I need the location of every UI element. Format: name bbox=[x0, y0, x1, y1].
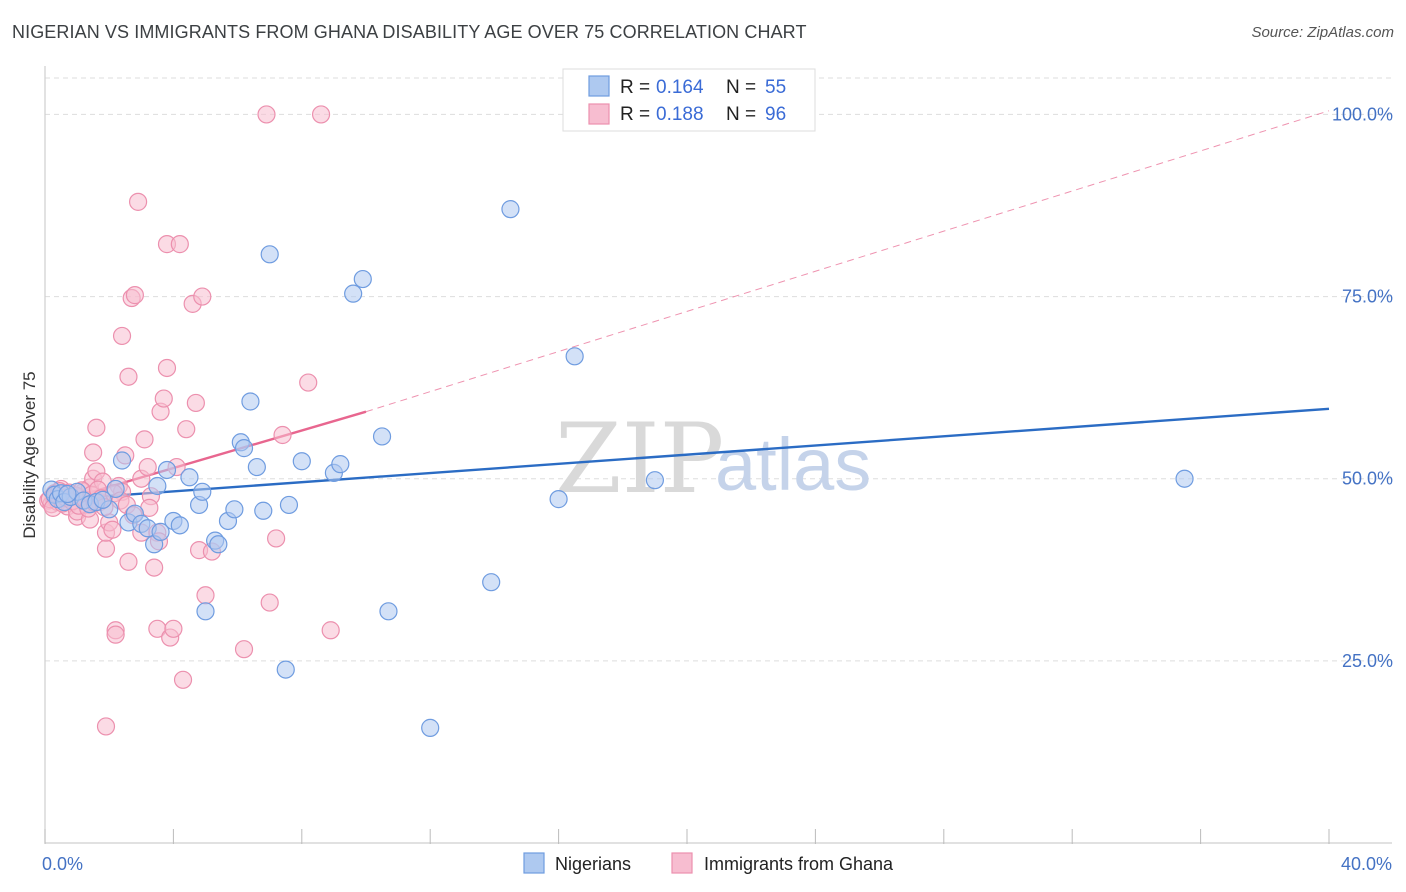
point-nigerians bbox=[151, 522, 170, 542]
bottom-legend-swatch-nigerians bbox=[523, 852, 545, 874]
x-tick-label-min: 0.0% bbox=[42, 854, 83, 874]
point-nigerians bbox=[372, 427, 392, 446]
grid-lines bbox=[45, 77, 1394, 662]
x-tick-label-max: 40.0% bbox=[1341, 854, 1392, 874]
watermark: ZIP atlas bbox=[555, 403, 871, 515]
point-ghana bbox=[234, 640, 254, 659]
point-nigerians bbox=[193, 482, 212, 501]
point-ghana bbox=[96, 717, 116, 736]
chart-title: NIGERIAN VS IMMIGRANTS FROM GHANA DISABI… bbox=[12, 22, 807, 42]
point-nigerians bbox=[112, 451, 132, 470]
point-ghana bbox=[106, 625, 125, 644]
legend-r-label-1: R = bbox=[620, 77, 650, 98]
y-tick-label: 50.0% bbox=[1342, 469, 1393, 489]
source-label: Source: ZipAtlas.com bbox=[1251, 24, 1394, 41]
legend: R = 0.164 N = 55 R = 0.188 N = 96 bbox=[562, 68, 816, 132]
point-nigerians bbox=[549, 490, 568, 509]
point-ghana bbox=[173, 670, 193, 689]
point-nigerians bbox=[501, 200, 520, 219]
point-ghana bbox=[112, 326, 132, 346]
point-nigerians bbox=[180, 468, 199, 487]
point-ghana bbox=[186, 393, 205, 413]
point-ghana bbox=[260, 593, 279, 612]
point-ghana bbox=[170, 235, 189, 254]
point-nigerians bbox=[344, 284, 363, 303]
point-nigerians bbox=[565, 347, 584, 366]
point-nigerians bbox=[196, 602, 215, 621]
point-nigerians bbox=[292, 452, 311, 471]
point-ghana bbox=[87, 418, 106, 437]
point-ghana bbox=[145, 558, 164, 577]
point-ghana bbox=[267, 529, 286, 548]
point-nigerians bbox=[482, 573, 501, 592]
y-tick-label: 75.0% bbox=[1342, 287, 1393, 307]
point-ghana bbox=[154, 389, 173, 408]
point-ghana bbox=[196, 586, 215, 605]
point-nigerians bbox=[58, 484, 77, 504]
point-ghana bbox=[128, 192, 148, 211]
trendline-nigerians bbox=[44, 407, 1330, 502]
legend-r-value-2: 0.188 bbox=[656, 104, 704, 125]
legend-swatch-ghana bbox=[588, 103, 610, 125]
axes bbox=[44, 66, 1392, 844]
point-nigerians bbox=[93, 490, 112, 509]
point-ghana bbox=[299, 373, 318, 392]
point-nigerians bbox=[331, 455, 350, 474]
point-ghana bbox=[177, 420, 196, 439]
y-axis-label: Disability Age Over 75 bbox=[20, 371, 39, 538]
y-tick-labels: 25.0% 50.0% 75.0% 100.0% bbox=[1332, 104, 1393, 670]
point-nigerians bbox=[209, 535, 228, 554]
x-tick-labels: 0.0% 40.0% bbox=[42, 854, 1392, 874]
point-ghana bbox=[257, 105, 276, 124]
point-ghana bbox=[103, 520, 122, 539]
point-nigerians bbox=[279, 495, 299, 515]
point-ghana bbox=[321, 621, 340, 640]
data-points bbox=[39, 105, 1194, 737]
point-nigerians bbox=[225, 500, 244, 519]
point-nigerians bbox=[247, 457, 266, 477]
point-ghana bbox=[96, 539, 116, 558]
point-ghana bbox=[164, 619, 183, 638]
point-ghana bbox=[157, 358, 177, 378]
point-nigerians bbox=[254, 501, 273, 520]
legend-r-value-1: 0.164 bbox=[656, 77, 704, 98]
point-ghana bbox=[84, 443, 103, 462]
bottom-legend-label-ghana: Immigrants from Ghana bbox=[704, 854, 894, 874]
point-ghana bbox=[119, 367, 138, 386]
point-ghana bbox=[273, 425, 292, 445]
point-ghana bbox=[311, 105, 331, 124]
bottom-legend: Nigerians Immigrants from Ghana bbox=[523, 852, 894, 874]
legend-n-label-2: N = bbox=[726, 104, 756, 125]
legend-n-value-1: 55 bbox=[765, 77, 786, 98]
point-nigerians bbox=[241, 392, 260, 411]
point-nigerians bbox=[157, 460, 177, 480]
watermark-atlas: atlas bbox=[715, 423, 871, 506]
point-nigerians bbox=[276, 660, 295, 679]
point-nigerians bbox=[353, 269, 372, 289]
point-nigerians bbox=[421, 718, 440, 737]
legend-n-label-1: N = bbox=[726, 77, 756, 98]
point-nigerians bbox=[260, 245, 279, 264]
point-ghana bbox=[119, 552, 138, 571]
y-tick-label: 100.0% bbox=[1332, 104, 1393, 124]
point-ghana bbox=[135, 430, 154, 449]
point-nigerians bbox=[106, 479, 125, 499]
point-nigerians bbox=[148, 476, 167, 496]
y-tick-label: 25.0% bbox=[1342, 651, 1393, 671]
point-nigerians bbox=[234, 439, 254, 458]
trendline-ghana bbox=[365, 110, 1330, 413]
point-ghana bbox=[193, 287, 212, 306]
legend-swatch-nigerians bbox=[588, 75, 610, 97]
point-ghana bbox=[125, 286, 144, 305]
point-nigerians bbox=[1175, 469, 1194, 488]
legend-n-value-2: 96 bbox=[765, 104, 786, 125]
point-nigerians bbox=[379, 602, 398, 621]
point-nigerians bbox=[170, 516, 189, 535]
point-ghana bbox=[138, 457, 157, 477]
legend-r-label-2: R = bbox=[620, 104, 650, 125]
bottom-legend-label-nigerians: Nigerians bbox=[555, 854, 631, 874]
point-nigerians bbox=[645, 471, 665, 490]
bottom-legend-swatch-ghana bbox=[671, 852, 693, 874]
